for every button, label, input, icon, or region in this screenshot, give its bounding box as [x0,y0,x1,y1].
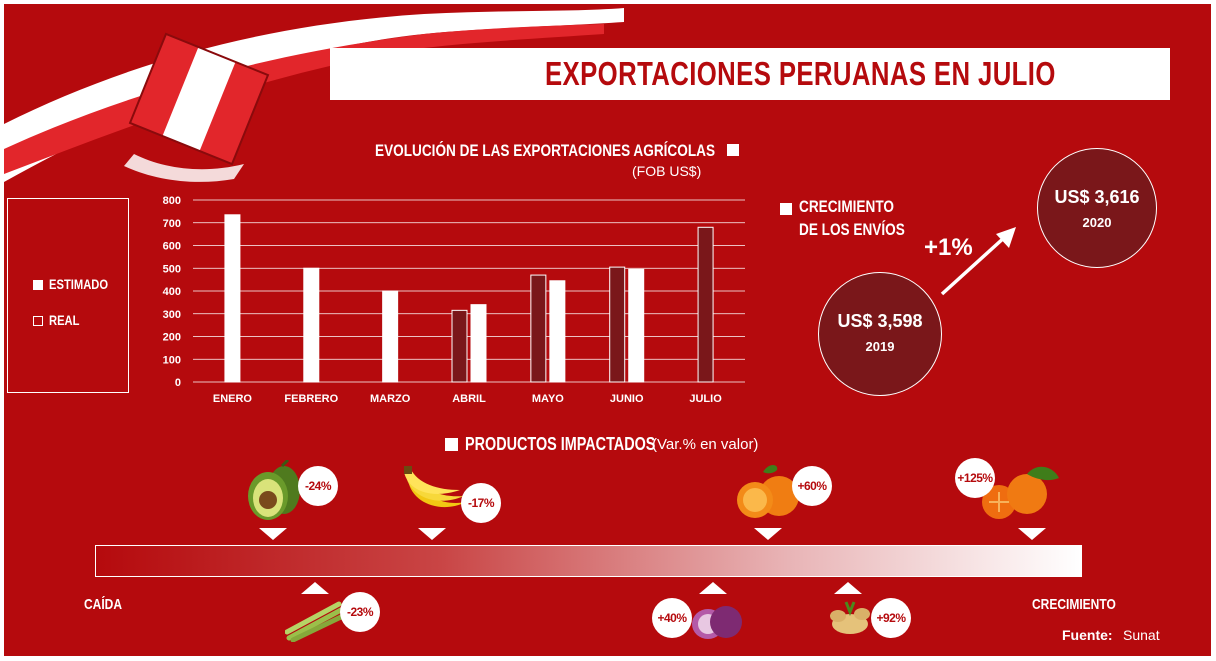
bar-real [224,214,241,383]
x-tick-label: FEBRERO [284,393,338,405]
legend-real-label: REAL [49,312,80,328]
products-square-icon [445,438,458,451]
source-value: Sunat [1123,627,1160,643]
orange-pct-bubble: +60% [792,466,832,506]
y-tick-label: 200 [163,332,181,344]
legend-estimado-label: ESTIMADO [49,276,109,292]
y-tick-label: 700 [163,218,181,230]
products-title: PRODUCTOS IMPACTADOS [465,434,656,454]
bar-estimado [530,274,547,383]
y-tick-label: 800 [163,195,181,207]
exports-bar-chart: 0 100 200 300 400 500 600 700 800 ENERO FEBRERO MAR… [163,195,745,405]
growth-title-line1: CRECIMIENTO [799,197,894,216]
onion-pct-bubble: +40% [652,598,692,638]
x-tick-label: ABRIL [452,393,486,405]
y-tick-label: 300 [163,309,181,321]
ginger-pct-bubble: +92% [871,598,911,638]
ginger-icon [830,601,870,634]
asparagus-icon [285,601,346,642]
left-label-caida: CAÍDA [84,596,122,613]
mandarin-pct-bubble: +125% [955,458,995,498]
year-2020: 2020 [1082,215,1112,230]
chart-title: EVOLUCIÓN DE LAS EXPORTACIONES AGRÍCOLAS [375,141,716,160]
x-tick-label: MARZO [370,393,411,405]
growth-square-icon [780,203,792,215]
x-tick-label: MAYO [532,393,564,405]
mandarin-marker-icon [1018,528,1046,540]
x-tick-label: JULIO [689,393,722,405]
bar-real [549,280,566,383]
legend-estimado-swatch [33,280,43,290]
orange-marker-icon [754,528,782,540]
ginger-marker-icon [834,582,862,594]
chart-title-square-icon [727,144,739,156]
y-tick-label: 500 [163,263,181,275]
banana-icon [404,466,466,508]
value-2020-circle: US$ 3,616 2020 [1037,148,1157,268]
year-2019: 2019 [865,339,895,354]
value-2019: US$ 3,598 [837,311,923,331]
avocado-icon [248,460,300,520]
bar-real [470,304,487,383]
mandarin-icon [982,466,1059,519]
avocado-pct-bubble: -24% [298,466,338,506]
bar-real [303,267,320,383]
y-tick-label: 400 [163,286,181,298]
x-tick-label: ENERO [213,393,253,405]
value-2020: US$ 3,616 [1054,187,1140,207]
bar-estimado [451,309,468,383]
asparagus-pct-bubble: -23% [340,592,380,632]
bar-real [628,268,645,383]
y-tick-label: 100 [163,354,181,366]
x-tick-label: JUNIO [610,393,644,405]
title-bar [330,48,1170,100]
products-subtitle: (Var.% en valor) [652,436,759,453]
growth-arrow-icon [940,227,1016,296]
bar-real [382,290,399,383]
bar-estimado [697,226,714,383]
peru-flag-ribbon-icon [4,8,624,182]
onion-icon [692,606,742,639]
asparagus-marker-icon [301,582,329,594]
growth-percent: +1% [924,234,973,261]
bar-estimado [609,266,626,383]
banana-pct-bubble: -17% [461,483,501,523]
y-tick-label: 600 [163,241,181,253]
value-2019-circle: US$ 3,598 2019 [818,272,942,396]
impact-gradient-bar [95,545,1082,577]
legend-box [7,198,129,393]
chart-subtitle: (FOB US$) [632,163,702,179]
source-label: Fuente: [1062,627,1113,643]
y-tick-label: 0 [175,377,181,389]
banana-marker-icon [418,528,446,540]
avocado-marker-icon [259,528,287,540]
page-title: EXPORTACIONES PERUANAS EN JULIO [545,55,1056,92]
legend-real-swatch [33,316,43,326]
growth-title-line2: DE LOS ENVÍOS [799,220,905,239]
onion-marker-icon [699,582,727,594]
orange-icon [737,465,799,518]
right-label-crecimiento: CRECIMIENTO [1032,596,1116,613]
